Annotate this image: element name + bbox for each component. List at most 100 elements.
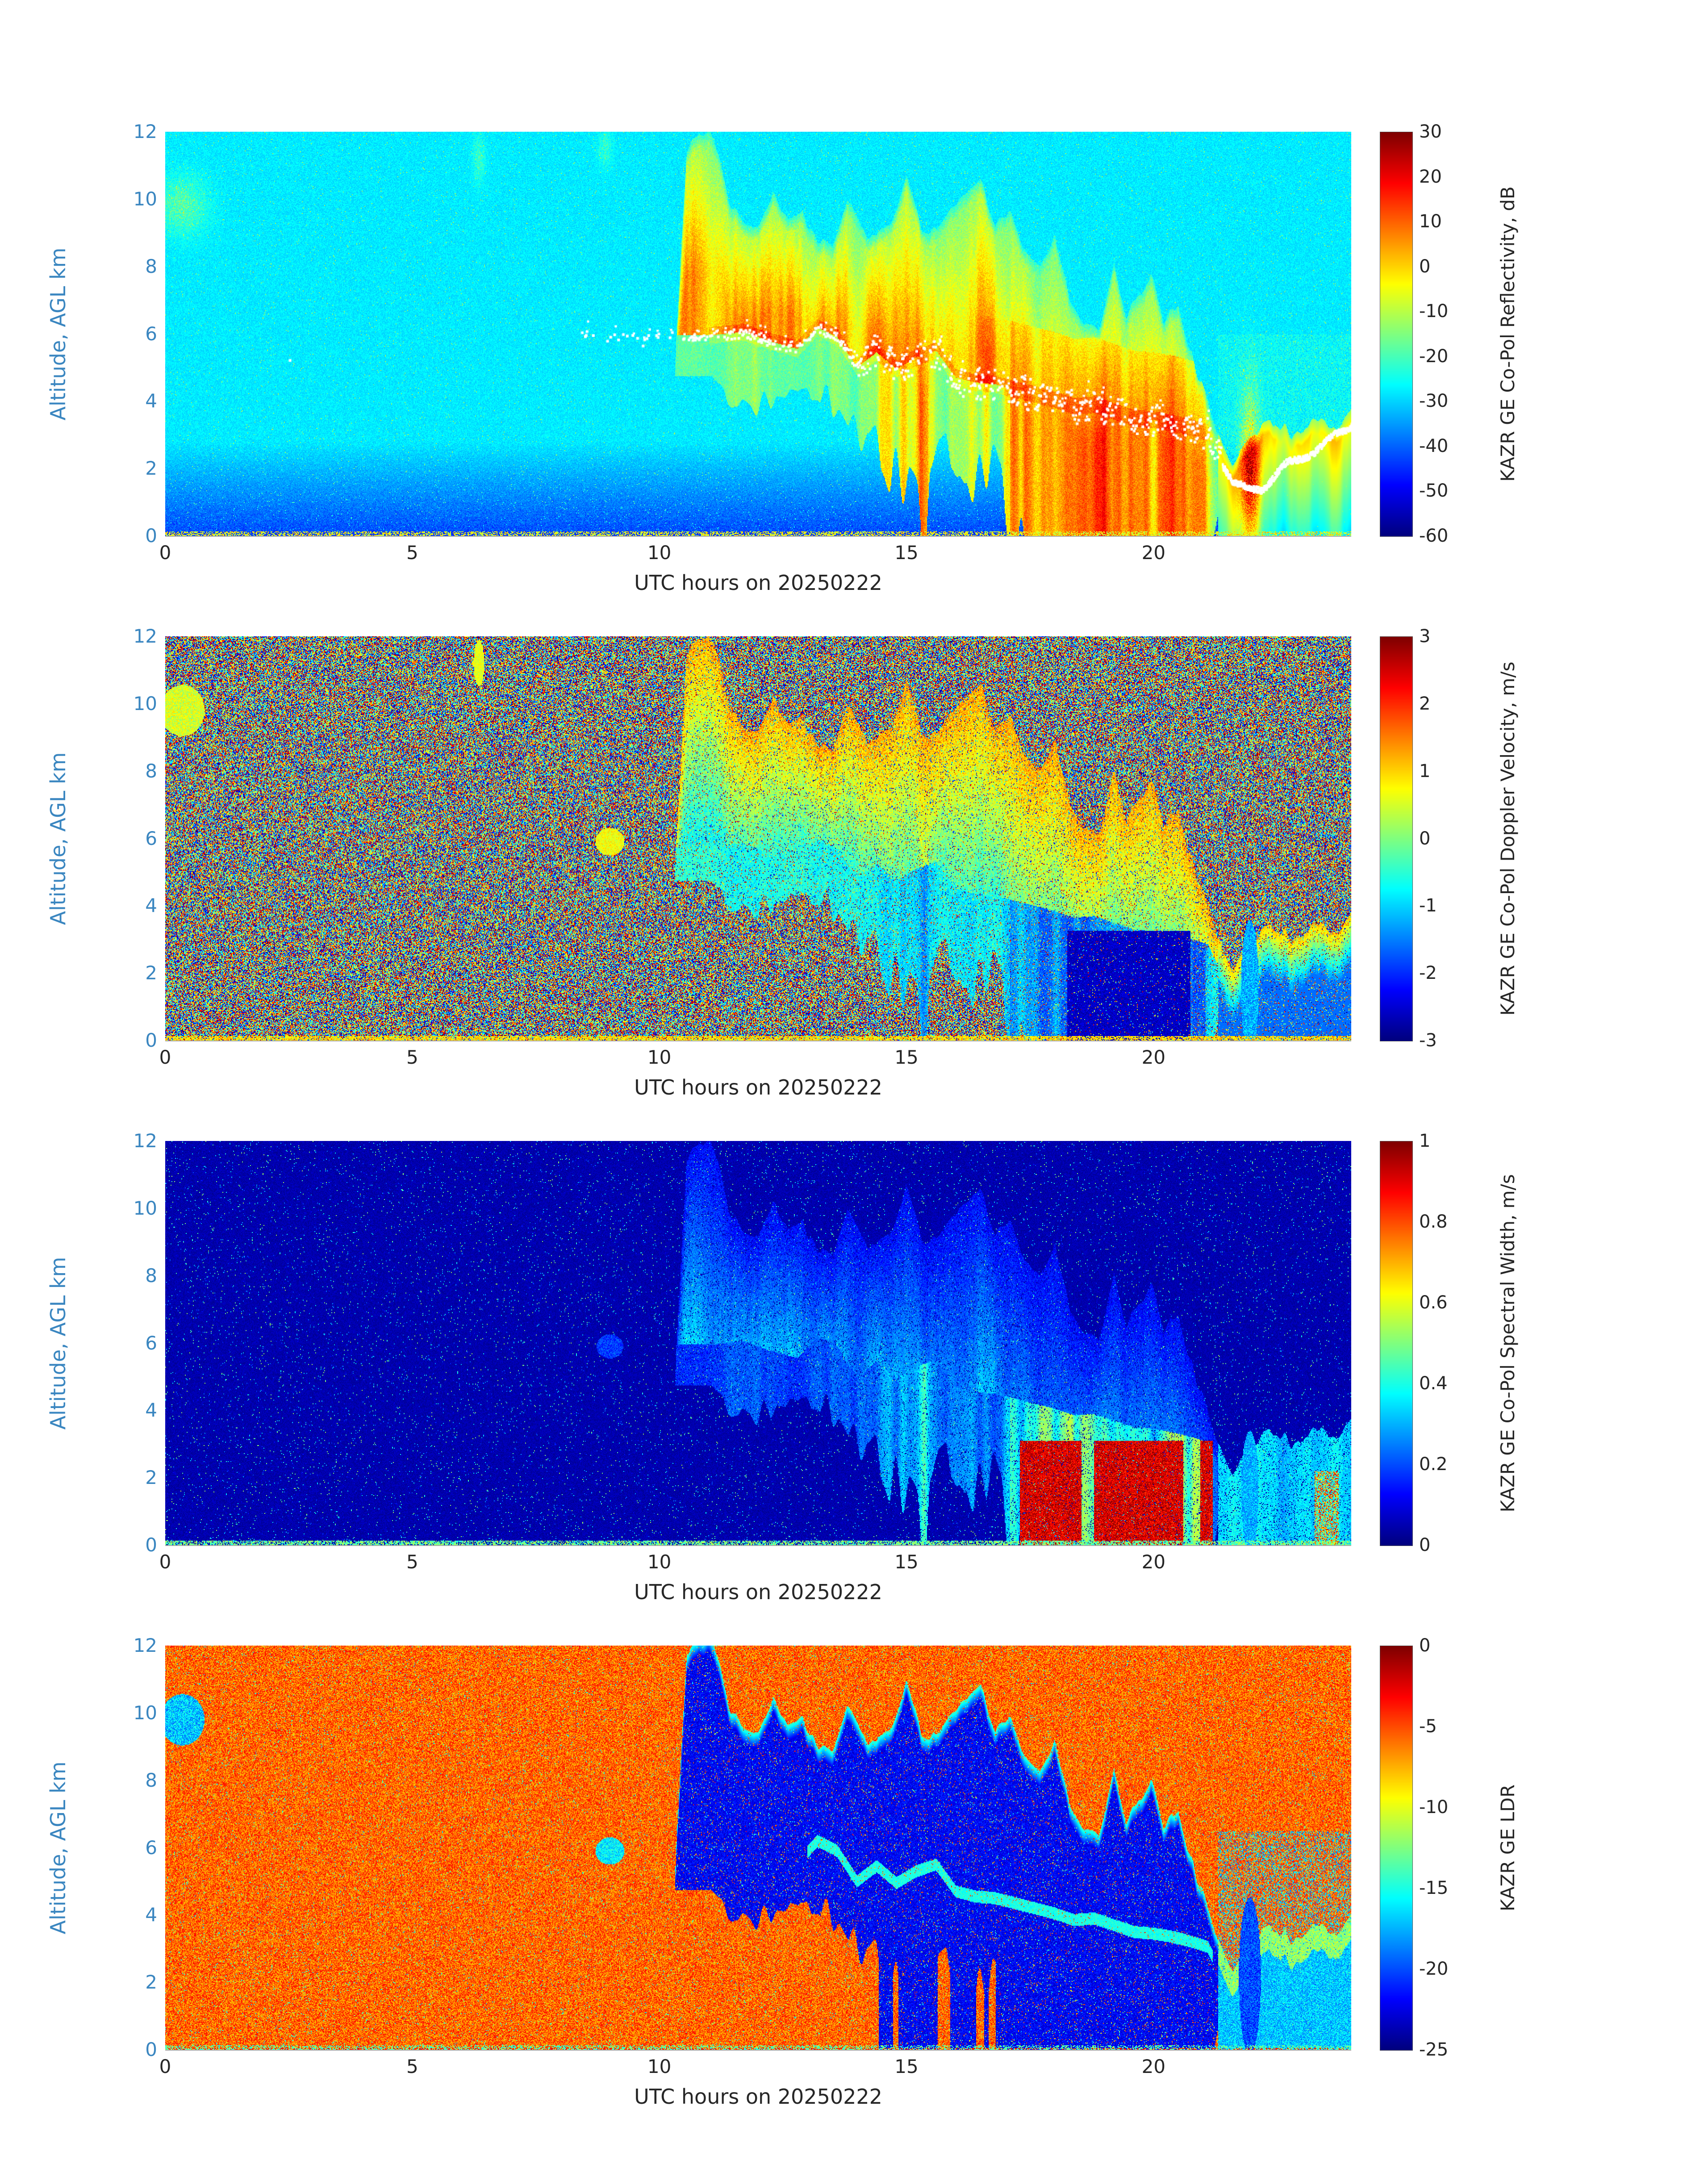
- y-tick-label: 10: [133, 692, 157, 715]
- y-tick-label: 4: [145, 1399, 157, 1421]
- colorbar-tick-label: 1: [1419, 760, 1431, 781]
- y-tick-label: 4: [145, 894, 157, 917]
- colorbar-tick-label: -15: [1419, 1878, 1449, 1898]
- y-tick-label: 12: [133, 625, 157, 647]
- colorbar-tick-label: -30: [1419, 391, 1449, 412]
- heatmap-canvas-ldr: [165, 1646, 1351, 2050]
- y-tick-label: 12: [133, 1130, 157, 1152]
- colorbar-tick-label: -20: [1419, 346, 1449, 367]
- y-tick-label: 2: [145, 1971, 157, 1993]
- x-tick-label: 20: [1141, 542, 1166, 564]
- x-tick-label: 5: [406, 542, 418, 564]
- x-axis-label: UTC hours on 20250222: [634, 2085, 882, 2109]
- y-tick-label: 6: [145, 322, 157, 345]
- colorbar-spectral_width: [1380, 1141, 1413, 1546]
- y-tick-label: 8: [145, 1769, 157, 1791]
- heatmap-canvas-spectral_width: [165, 1141, 1351, 1545]
- x-axis-line: [165, 1040, 1351, 1041]
- colorbar-gradient: [1380, 132, 1412, 536]
- colorbar-gradient: [1380, 637, 1412, 1041]
- colorbar-label: KAZR GE Co-Pol Reflectivity, dB: [1497, 186, 1519, 482]
- y-tick-label: 6: [145, 827, 157, 849]
- x-tick-label: 10: [647, 1551, 672, 1573]
- x-tick-label: 15: [894, 2056, 919, 2077]
- x-tick-label: 20: [1141, 1046, 1166, 1068]
- x-tick-label: 15: [894, 1551, 919, 1573]
- colorbar-label: KAZR GE Co-Pol Spectral Width, m/s: [1497, 1174, 1519, 1513]
- y-tick-label: 2: [145, 962, 157, 984]
- y-tick-label: 8: [145, 1264, 157, 1287]
- y-axis-label: Altitude, AGL km: [46, 1761, 70, 1935]
- x-axis-line: [165, 1545, 1351, 1546]
- colorbar-tick-label: -2: [1419, 963, 1437, 984]
- y-axis-label: Altitude, AGL km: [46, 247, 70, 421]
- y-tick-label: 2: [145, 1467, 157, 1489]
- x-tick-label: 15: [894, 542, 919, 564]
- y-tick-label: 4: [145, 390, 157, 412]
- x-tick-label: 10: [647, 2056, 672, 2077]
- colorbar-velocity: [1380, 636, 1413, 1041]
- x-tick-label: 0: [159, 1551, 171, 1573]
- y-tick-label: 10: [133, 1197, 157, 1219]
- x-tick-label: 20: [1141, 2056, 1166, 2077]
- colorbar-gradient: [1380, 1646, 1412, 2050]
- y-tick-label: 0: [145, 2039, 157, 2060]
- colorbar-tick-label: 0.4: [1419, 1373, 1448, 1394]
- y-tick-label: 4: [145, 1904, 157, 1926]
- y-tick-label: 0: [145, 525, 157, 547]
- x-tick-label: 0: [159, 1046, 171, 1068]
- colorbar-tick-label: -60: [1419, 526, 1449, 546]
- x-tick-label: 0: [159, 542, 171, 564]
- x-tick-label: 5: [406, 1551, 418, 1573]
- colorbar-tick-label: 0.2: [1419, 1454, 1448, 1475]
- y-tick-label: 10: [133, 188, 157, 210]
- colorbar-tick-label: -10: [1419, 301, 1449, 322]
- x-tick-label: 10: [647, 1046, 672, 1068]
- x-axis-line: [165, 536, 1351, 537]
- colorbar-label: KAZR GE LDR: [1497, 1784, 1519, 1911]
- x-tick-label: 5: [406, 2056, 418, 2077]
- colorbar-tick-label: 2: [1419, 693, 1431, 714]
- heatmap-canvas-reflectivity: [165, 132, 1351, 536]
- colorbar-tick-label: 0: [1419, 256, 1431, 277]
- x-axis-label: UTC hours on 20250222: [634, 1075, 882, 1099]
- colorbar-tick-label: 20: [1419, 166, 1442, 187]
- x-tick-label: 0: [159, 2056, 171, 2077]
- colorbar-tick-label: 3: [1419, 626, 1431, 647]
- x-axis-line: [165, 2050, 1351, 2051]
- colorbar-tick-label: 0: [1419, 1535, 1431, 1555]
- x-tick-label: 5: [406, 1046, 418, 1068]
- colorbar-tick-label: 0.8: [1419, 1212, 1448, 1232]
- y-tick-label: 6: [145, 1836, 157, 1859]
- colorbar-tick-label: 1: [1419, 1131, 1431, 1151]
- y-axis-label: Altitude, AGL km: [46, 1256, 70, 1430]
- colorbar-ldr: [1380, 1646, 1413, 2051]
- y-tick-label: 8: [145, 760, 157, 782]
- x-axis-label: UTC hours on 20250222: [634, 571, 882, 595]
- colorbar-gradient: [1380, 1141, 1412, 1546]
- y-tick-label: 6: [145, 1332, 157, 1354]
- colorbar-tick-label: 0.6: [1419, 1292, 1448, 1313]
- colorbar-tick-label: 30: [1419, 121, 1442, 142]
- heatmap-canvas-velocity: [165, 636, 1351, 1040]
- colorbar-tick-label: -3: [1419, 1030, 1437, 1051]
- y-tick-label: 10: [133, 1701, 157, 1724]
- colorbar-label: KAZR GE Co-Pol Doppler Velocity, m/s: [1497, 661, 1519, 1015]
- x-axis-label: UTC hours on 20250222: [634, 1580, 882, 1604]
- y-axis-label: Altitude, AGL km: [46, 752, 70, 925]
- colorbar-tick-label: -20: [1419, 1959, 1449, 1979]
- colorbar-tick-label: -10: [1419, 1797, 1449, 1818]
- colorbar-tick-label: -25: [1419, 2039, 1449, 2060]
- x-tick-label: 20: [1141, 1551, 1166, 1573]
- y-tick-label: 12: [133, 121, 157, 142]
- colorbar-tick-label: -50: [1419, 481, 1449, 501]
- colorbar-tick-label: 0: [1419, 1635, 1431, 1656]
- x-tick-label: 10: [647, 542, 672, 564]
- x-tick-label: 15: [894, 1046, 919, 1068]
- y-tick-label: 0: [145, 1534, 157, 1556]
- colorbar-tick-label: -5: [1419, 1716, 1437, 1737]
- y-tick-label: 8: [145, 255, 157, 277]
- colorbar-reflectivity: [1380, 132, 1413, 537]
- y-tick-label: 2: [145, 457, 157, 480]
